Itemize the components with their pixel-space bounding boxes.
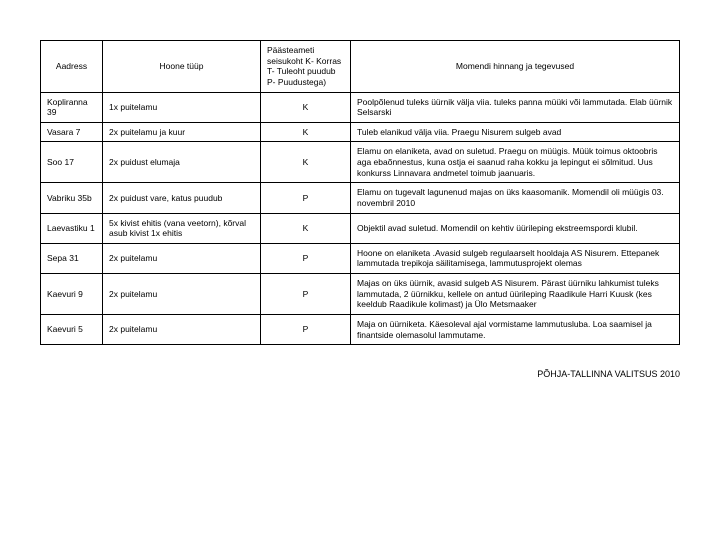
- property-table: Aadress Hoone tüüp Päästeameti seisukoht…: [40, 40, 680, 345]
- table-row: Kaevuri 52x puitelamuPMaja on üürniketa.…: [41, 314, 680, 344]
- cell-address: Sepa 31: [41, 243, 103, 273]
- cell-type: 5x kivist ehitis (vana veetorn), kõrval …: [103, 213, 261, 243]
- cell-type: 2x puitelamu ja kuur: [103, 122, 261, 142]
- cell-address: Laevastiku 1: [41, 213, 103, 243]
- cell-notes: Tuleb elanikud välja viia. Praegu Nisure…: [351, 122, 680, 142]
- cell-status: K: [261, 142, 351, 183]
- footer-text: PÕHJA-TALLINNA VALITSUS 2010: [40, 369, 680, 379]
- cell-notes: Elamu on tugevalt lagunenud majas on üks…: [351, 183, 680, 213]
- col-header-type: Hoone tüüp: [103, 41, 261, 93]
- cell-type: 2x puitelamu: [103, 243, 261, 273]
- cell-type: 2x puitelamu: [103, 314, 261, 344]
- cell-address: Soo 17: [41, 142, 103, 183]
- cell-notes: Poolpõlenud tuleks üürnik välja viia. tu…: [351, 92, 680, 122]
- table-row: Laevastiku 15x kivist ehitis (vana veeto…: [41, 213, 680, 243]
- cell-address: Kaevuri 5: [41, 314, 103, 344]
- table-row: Soo 172x puidust elumajaKElamu on elanik…: [41, 142, 680, 183]
- cell-status: P: [261, 274, 351, 315]
- cell-type: 1x puitelamu: [103, 92, 261, 122]
- cell-notes: Elamu on elaniketa, avad on suletud. Pra…: [351, 142, 680, 183]
- cell-status: K: [261, 92, 351, 122]
- cell-type: 2x puidust elumaja: [103, 142, 261, 183]
- cell-status: K: [261, 122, 351, 142]
- cell-type: 2x puidust vare, katus puudub: [103, 183, 261, 213]
- cell-address: Kopliranna 39: [41, 92, 103, 122]
- cell-notes: Objektil avad suletud. Momendil on kehti…: [351, 213, 680, 243]
- cell-notes: Hoone on elaniketa .Avasid sulgeb regula…: [351, 243, 680, 273]
- cell-address: Kaevuri 9: [41, 274, 103, 315]
- cell-address: Vabriku 35b: [41, 183, 103, 213]
- table-row: Vasara 72x puitelamu ja kuurKTuleb elani…: [41, 122, 680, 142]
- table-row: Vabriku 35b2x puidust vare, katus puudub…: [41, 183, 680, 213]
- cell-notes: Maja on üürniketa. Käesoleval ajal vormi…: [351, 314, 680, 344]
- table-row: Sepa 312x puitelamuPHoone on elaniketa .…: [41, 243, 680, 273]
- cell-status: P: [261, 314, 351, 344]
- col-header-address: Aadress: [41, 41, 103, 93]
- table-header-row: Aadress Hoone tüüp Päästeameti seisukoht…: [41, 41, 680, 93]
- col-header-status: Päästeameti seisukoht K- Korras T- Tuleo…: [261, 41, 351, 93]
- cell-status: K: [261, 213, 351, 243]
- col-header-notes: Momendi hinnang ja tegevused: [351, 41, 680, 93]
- cell-type: 2x puitelamu: [103, 274, 261, 315]
- table-row: Kopliranna 391x puitelamuKPoolpõlenud tu…: [41, 92, 680, 122]
- cell-status: P: [261, 243, 351, 273]
- cell-status: P: [261, 183, 351, 213]
- cell-notes: Majas on üks üürnik, avasid sulgeb AS Ni…: [351, 274, 680, 315]
- cell-address: Vasara 7: [41, 122, 103, 142]
- table-row: Kaevuri 92x puitelamuPMajas on üks üürni…: [41, 274, 680, 315]
